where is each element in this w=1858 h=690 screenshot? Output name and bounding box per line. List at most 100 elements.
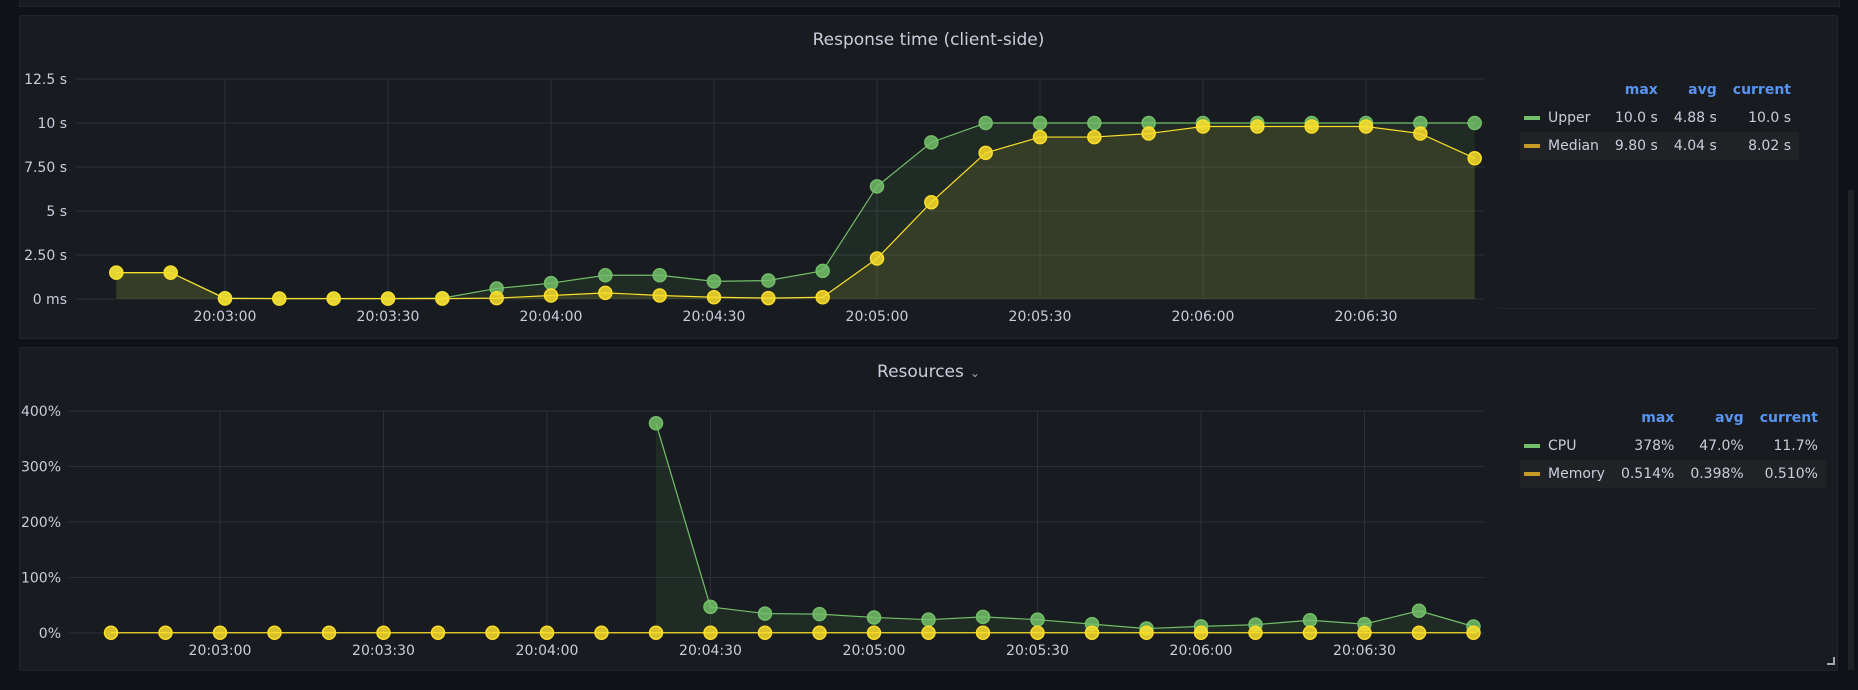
legend-current-value: 0.510% (1751, 460, 1826, 488)
data-point (975, 609, 991, 625)
data-point (975, 625, 991, 640)
y-tick-label: 7.50 s (24, 160, 67, 176)
y-tick-label: 5 s (46, 204, 67, 220)
data-point (380, 291, 396, 306)
data-point (1084, 625, 1100, 640)
data-point (1357, 625, 1372, 640)
data-point (978, 115, 993, 131)
data-point (652, 288, 667, 303)
legend-row-upper[interactable]: Upper 10.0 s 4.88 s 10.0 s (1520, 104, 1799, 132)
legend-row-cpu[interactable]: CPU 378% 47.0% 11.7% (1520, 432, 1826, 460)
chevron-down-icon[interactable]: ⌄ (969, 366, 980, 380)
series-color-swatch[interactable] (1524, 472, 1540, 476)
data-point (435, 291, 450, 306)
x-tick-label: 20:04:00 (516, 643, 579, 659)
legend-avg-value: 0.398% (1682, 460, 1752, 488)
series-area-upper (116, 123, 1475, 299)
data-point (1302, 612, 1318, 628)
legend-series-name[interactable]: Upper (1548, 110, 1591, 126)
legend-divider (1498, 308, 1818, 309)
x-tick-label: 20:06:00 (1170, 643, 1233, 659)
data-point (158, 625, 173, 640)
x-tick-label: 20:06:00 (1172, 309, 1235, 325)
legend: max avg current Upper 10.0 s 4.88 s 10.0… (1520, 78, 1799, 160)
data-point (1304, 119, 1319, 134)
data-point (757, 606, 773, 621)
data-point (109, 265, 124, 280)
data-point (866, 610, 882, 625)
legend-avg-value: 47.0% (1699, 438, 1744, 454)
data-point (1248, 625, 1263, 640)
legend-row-memory[interactable]: Memory 0.514% 0.398% 0.510% (1520, 460, 1826, 488)
data-point (1411, 625, 1427, 640)
response-time-panel[interactable]: Response time (client-side) 12.5 s 10 s 7.… (19, 15, 1838, 339)
x-tick-label: 20:04:00 (520, 309, 583, 325)
series-color-swatch[interactable] (1524, 144, 1540, 148)
panel-title-text: Response time (client-side) (812, 30, 1045, 50)
panel-title-text: Resources (877, 362, 964, 382)
legend-header-avg[interactable]: avg (1688, 82, 1717, 98)
data-point (376, 625, 391, 640)
data-point (757, 625, 773, 640)
data-point (812, 606, 827, 622)
panel-title[interactable]: Resources ⌄ (20, 362, 1837, 382)
data-point (924, 135, 939, 150)
legend-header-current[interactable]: current (1759, 410, 1818, 426)
legend-header-max[interactable]: max (1641, 410, 1675, 426)
data-point (103, 625, 119, 640)
legend-current-value: 11.7% (1773, 438, 1818, 454)
y-tick-label: 400% (21, 404, 61, 420)
scrollbar-track[interactable] (1848, 190, 1854, 670)
data-point (485, 625, 500, 640)
series-color-swatch[interactable] (1524, 116, 1540, 120)
series-area-cpu (656, 423, 1474, 633)
series-area-median (116, 126, 1475, 300)
series-color-swatch[interactable] (1524, 444, 1540, 448)
legend-current-value: 8.02 s (1724, 132, 1799, 160)
resources-graph[interactable]: 400% 300% 200% 100% 0% 20:03:00 20:03:30 20:04:… (20, 348, 1500, 672)
legend-header-current[interactable]: current (1732, 82, 1791, 98)
data-point (706, 274, 722, 289)
y-tick-label: 100% (21, 571, 61, 587)
resize-handle[interactable] (1827, 657, 1835, 665)
legend-series-name[interactable]: CPU (1548, 438, 1577, 454)
x-tick-label: 20:04:30 (683, 309, 746, 325)
data-point (978, 145, 993, 161)
y-tick-label: 300% (21, 460, 61, 476)
legend-series-name[interactable]: Memory (1544, 460, 1613, 488)
x-tick-label: 20:03:00 (189, 643, 252, 659)
data-point (761, 273, 776, 288)
data-point (648, 415, 664, 431)
legend-row-median[interactable]: Median 9.80 s 4.04 s 8.02 s (1520, 132, 1799, 160)
data-point (1087, 115, 1102, 131)
data-point (1467, 150, 1482, 166)
x-tick-label: 20:06:30 (1333, 643, 1396, 659)
legend-header-avg[interactable]: avg (1715, 410, 1744, 426)
legend-max-value: 0.514% (1612, 460, 1683, 488)
legend-series-name[interactable]: Median (1544, 132, 1607, 160)
data-point (1139, 625, 1154, 640)
data-point (1032, 115, 1048, 131)
data-point (272, 291, 287, 306)
data-point (1141, 126, 1156, 141)
resources-panel[interactable]: Resources ⌄ 400% 300% 200% 100% 0% 20:03:00 20:… (19, 347, 1838, 671)
y-tick-label: 12.5 s (24, 72, 67, 88)
data-point (706, 289, 722, 305)
data-point (1250, 119, 1265, 134)
x-tick-label: 20:06:30 (1335, 309, 1398, 325)
y-tick-label: 0 ms (33, 292, 67, 308)
data-point (598, 285, 613, 301)
data-point (1032, 129, 1048, 145)
data-point (1413, 126, 1428, 141)
response-time-graph[interactable]: 12.5 s 10 s 7.50 s 5 s 2.50 s 0 ms 20:03:00 20:… (20, 16, 1500, 340)
data-point (163, 265, 178, 280)
legend-avg-value: 4.04 s (1665, 132, 1725, 160)
legend-table: max avg current Upper 10.0 s 4.88 s 10.0… (1520, 78, 1799, 160)
data-point (1302, 625, 1318, 640)
panel-title[interactable]: Response time (client-side) (20, 30, 1837, 50)
series-line-median (116, 125, 1475, 300)
data-point (1195, 119, 1211, 134)
x-tick-label: 20:05:30 (1009, 309, 1072, 325)
x-tick-label: 20:03:00 (194, 309, 257, 325)
legend-header-max[interactable]: max (1624, 82, 1658, 98)
